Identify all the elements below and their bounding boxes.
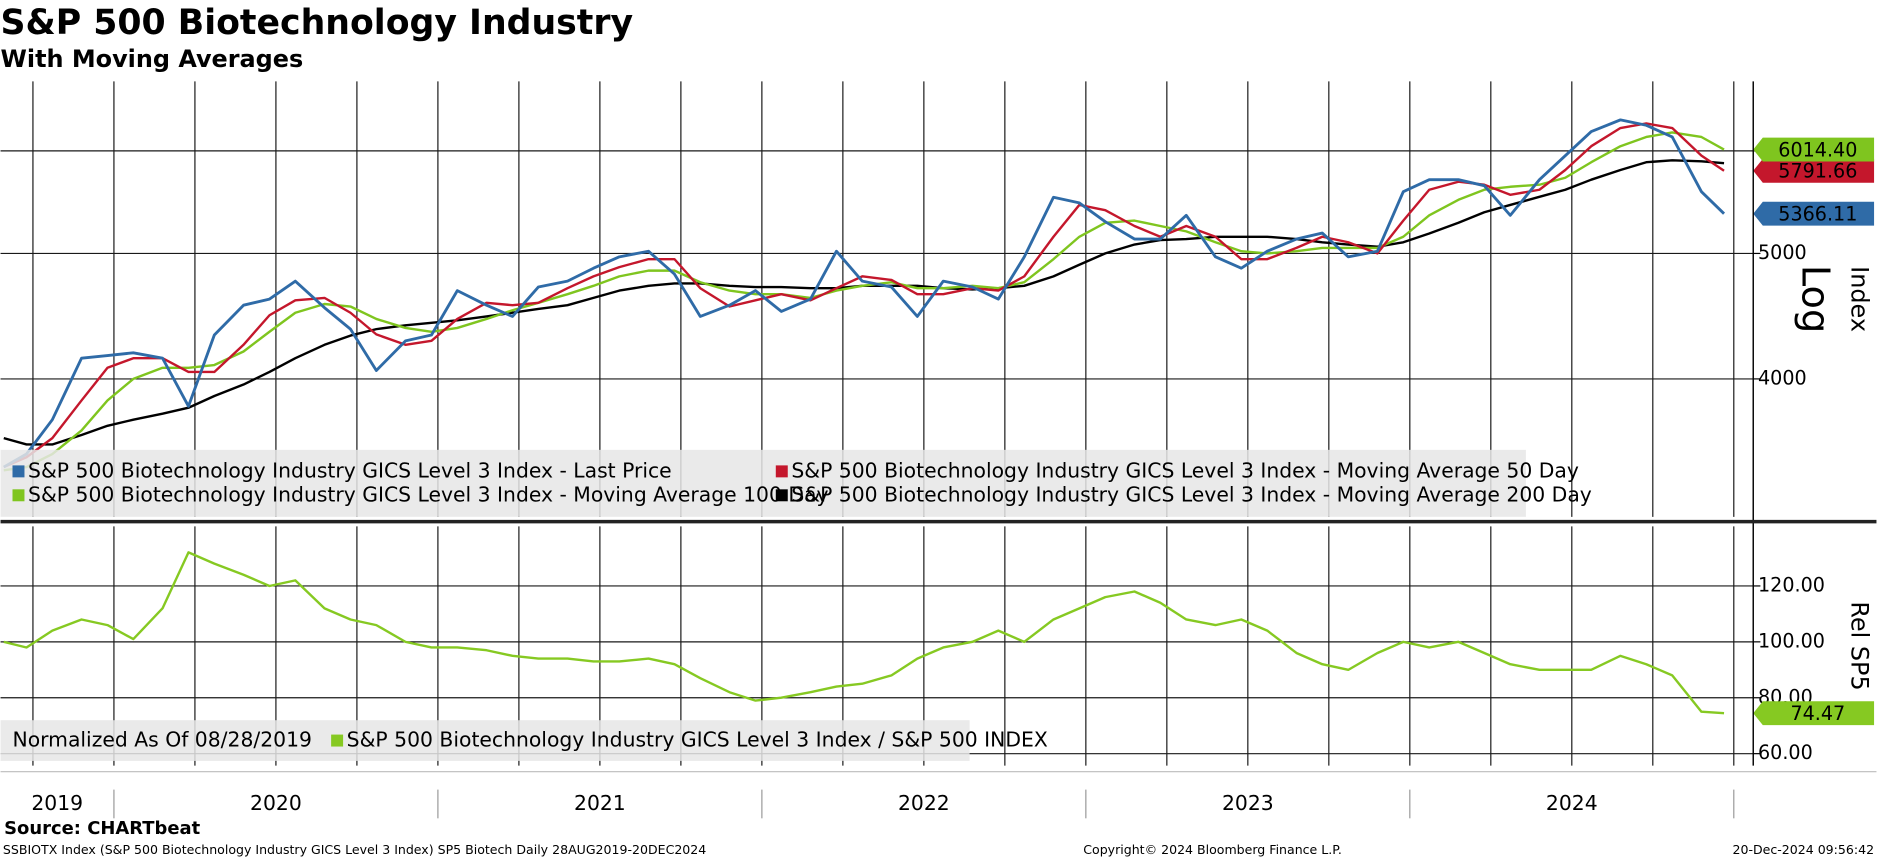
x-tick-label: 2020 <box>250 791 302 815</box>
source: Source: CHARTbeat <box>4 818 200 839</box>
last-value-label: 5366.11 <box>1778 202 1857 225</box>
series-line <box>3 118 1726 469</box>
series-line <box>3 551 1725 715</box>
legend-label: S&P 500 Biotechnology Industry GICS Leve… <box>28 482 828 506</box>
y-tick-label: 60.00 <box>1758 741 1813 764</box>
legend-swatch <box>12 465 25 478</box>
legend-swatch <box>775 489 788 502</box>
y-tick-label: 4000 <box>1758 366 1807 389</box>
legend-label: S&P 500 Biotechnology Industry GICS Leve… <box>347 728 1048 752</box>
legend-swatch <box>331 734 344 747</box>
y-axis-label: Rel SP5 <box>1846 601 1874 690</box>
x-tick-label: 2023 <box>1222 791 1274 815</box>
legend-label: S&P 500 Biotechnology Industry GICS Leve… <box>791 482 1591 506</box>
y-tick-label: 100.00 <box>1758 629 1825 652</box>
x-tick-label: 2021 <box>574 791 626 815</box>
legend-label: S&P 500 Biotechnology Industry GICS Leve… <box>791 458 1579 482</box>
scale-label: Log <box>1793 265 1838 333</box>
legend-background <box>0 449 1526 517</box>
y-tick-label: 120.00 <box>1758 573 1825 596</box>
legend-background <box>0 720 970 761</box>
last-value-tag <box>1753 701 1875 726</box>
legend-note: Normalized As Of 08/28/2019 <box>13 728 312 752</box>
last-value-label: 5791.66 <box>1778 159 1857 182</box>
last-value-tag <box>1753 137 1875 162</box>
last-value-label: 74.47 <box>1790 702 1845 725</box>
series-line <box>3 122 1725 469</box>
x-tick-label: 2024 <box>1546 791 1598 815</box>
y-tick-label: 5000 <box>1758 241 1807 264</box>
footer-description: SSBIOTX Index (S&P 500 Biotechnology Ind… <box>3 842 706 857</box>
last-value-label: 6014.40 <box>1778 138 1857 161</box>
last-value-tag <box>1753 201 1875 226</box>
chart-subtitle: With Moving Averages <box>1 45 304 73</box>
copyright: Copyright© 2024 Bloomberg Finance L.P. <box>1083 842 1342 857</box>
series-line <box>3 131 1725 472</box>
x-tick-label: 2022 <box>898 791 950 815</box>
chart-title: S&P 500 Biotechnology Industry <box>1 3 634 43</box>
last-value-tag <box>1753 158 1875 183</box>
legend-swatch <box>775 465 788 478</box>
x-tick-label: 2019 <box>31 791 83 815</box>
y-axis-label: Index <box>1846 266 1874 332</box>
legend-label: S&P 500 Biotechnology Industry GICS Leve… <box>28 458 672 482</box>
legend-swatch <box>12 489 25 502</box>
timestamp: 20-Dec-2024 09:56:42 <box>1732 842 1874 857</box>
